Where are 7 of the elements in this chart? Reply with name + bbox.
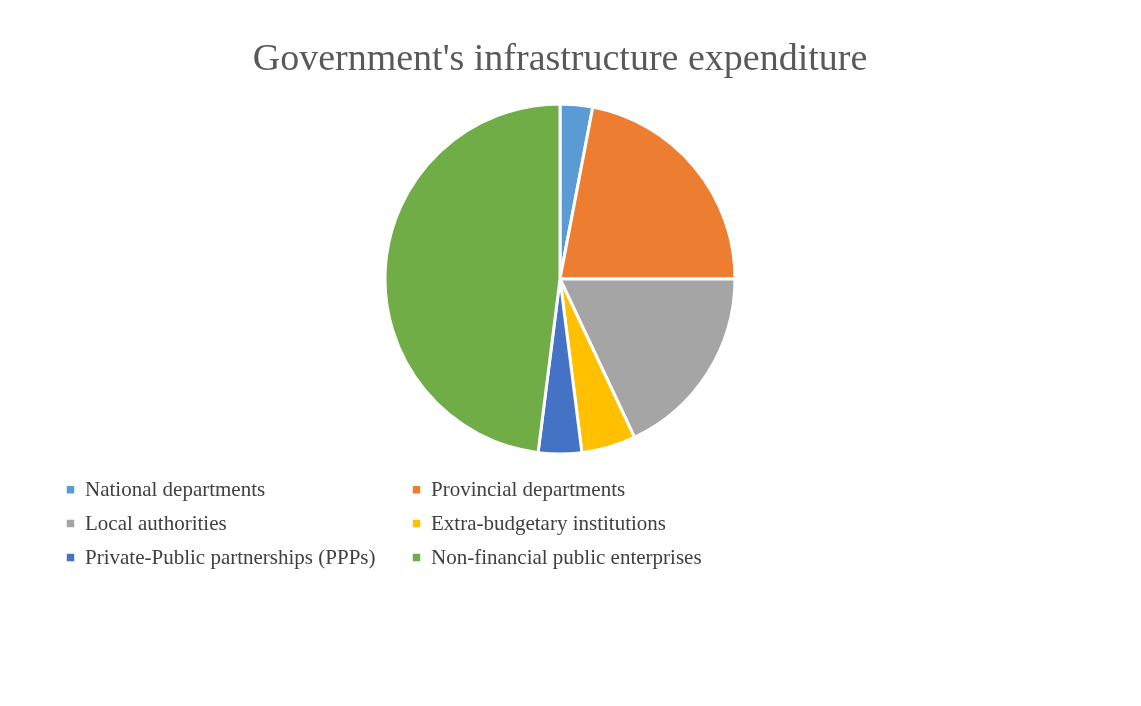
legend-label: Provincial departments — [431, 476, 626, 501]
legend-label: Local authorities — [85, 510, 227, 535]
legend-label: National departments — [85, 476, 266, 501]
chart-title: Government's infrastructure expenditure — [252, 36, 868, 78]
legend-label: Extra-budgetary institutions — [431, 510, 667, 535]
legend-label: Non-financial public enterprises — [431, 544, 702, 569]
legend-label: Private-Public partnerships (PPPs) — [85, 544, 376, 569]
